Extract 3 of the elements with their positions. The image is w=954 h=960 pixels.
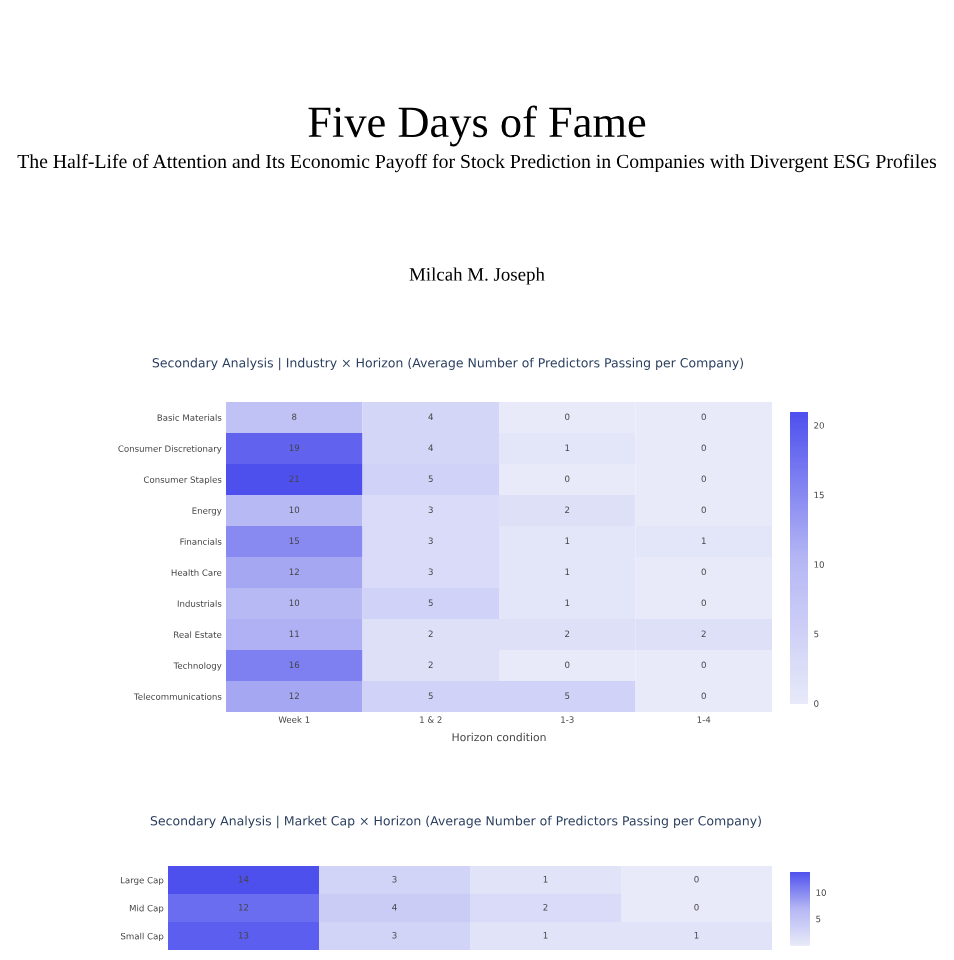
text: Five Days of Fame: [308, 105, 646, 147]
text: The Half-Life of Attention and Its Economic Payoff for Stock Prediction in Companies with Divergent ESG Profiles: [17, 154, 937, 173]
text: Milcah M. Joseph: [409, 267, 545, 285]
